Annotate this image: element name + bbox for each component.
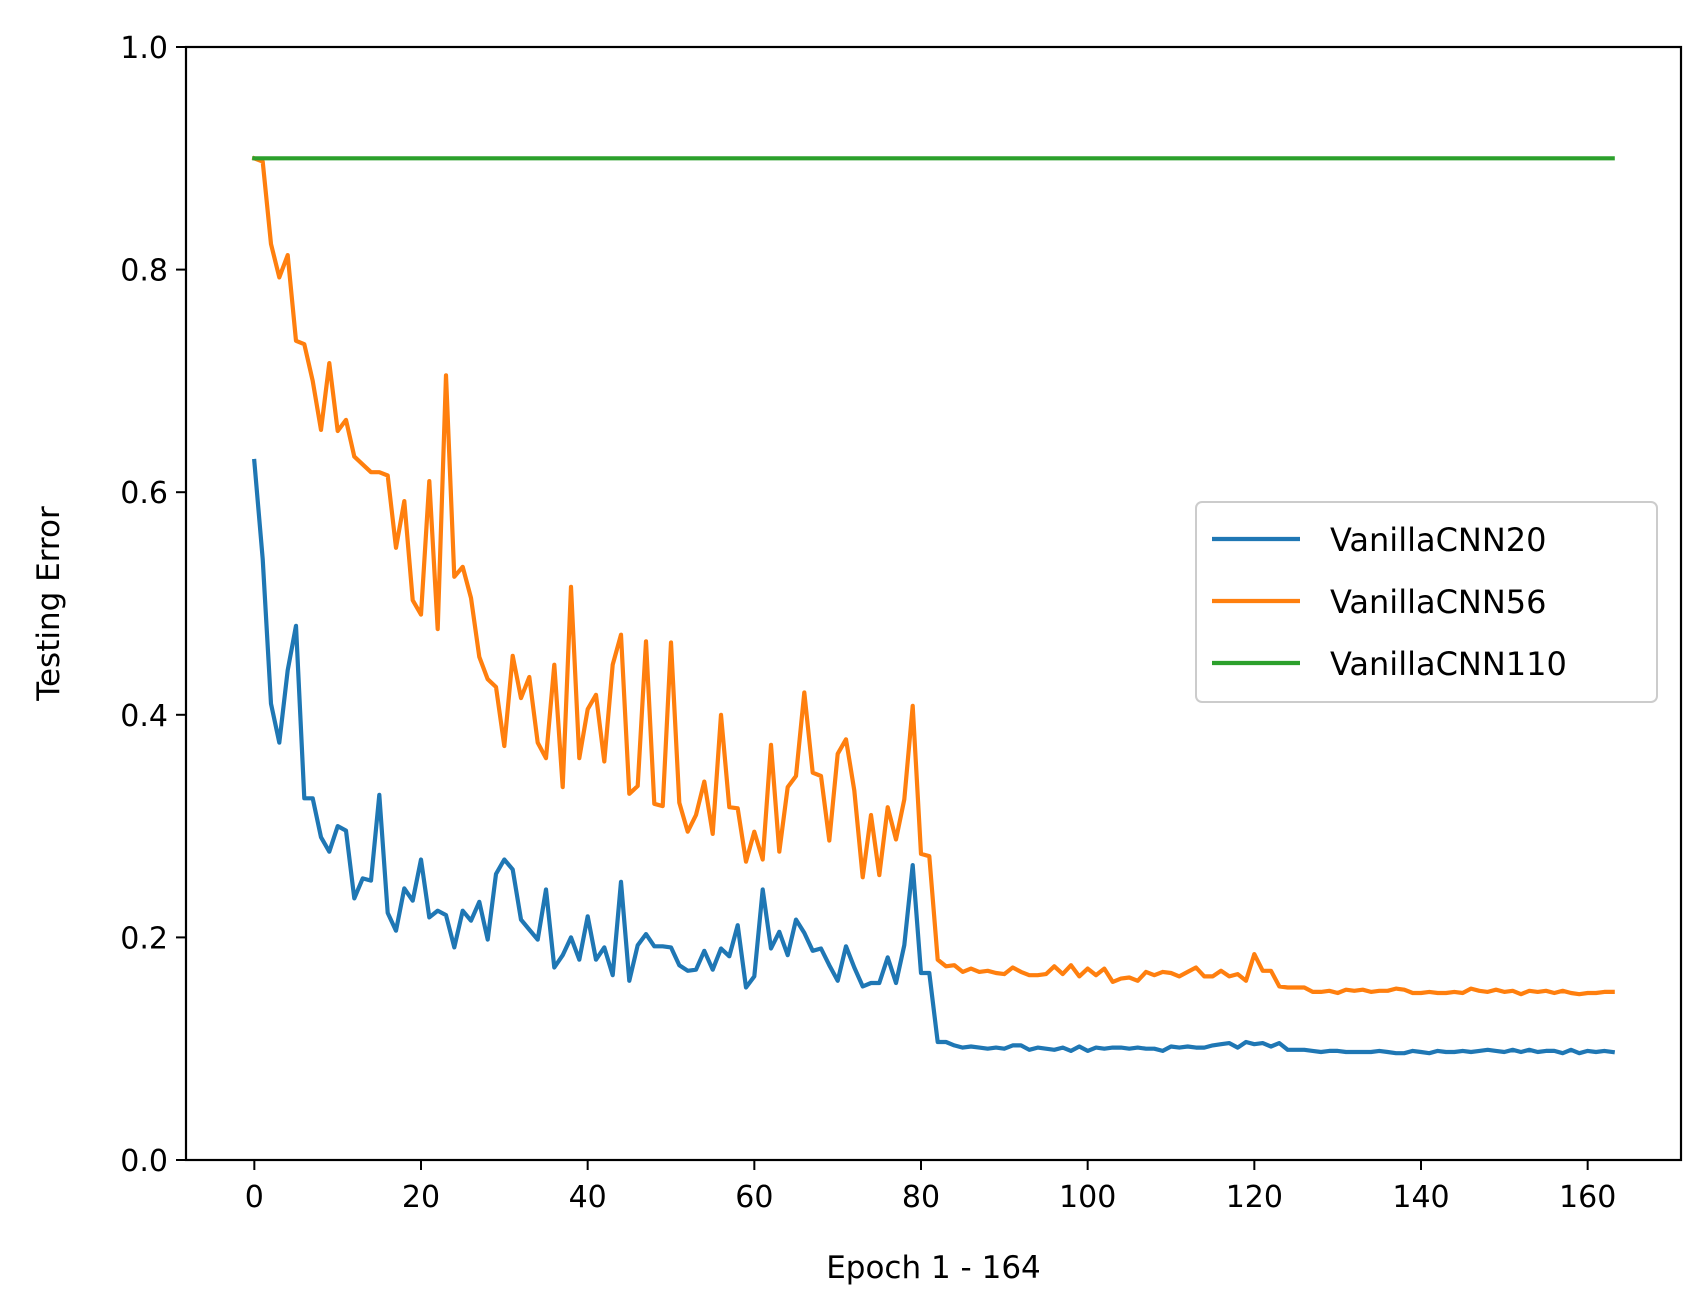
x-axis-title: Epoch 1 - 164 xyxy=(826,1250,1041,1286)
axes-frame xyxy=(184,45,1683,1162)
y-tick-label: 0.4 xyxy=(120,699,168,734)
x-tick-label: 60 xyxy=(735,1180,773,1215)
y-tick-label: 0.6 xyxy=(120,476,168,511)
y-tick-label: 1.0 xyxy=(120,31,168,66)
series-line-vanillacnn56 xyxy=(251,155,1615,997)
y-axis-ticks: 0.0 0.2 0.4 0.6 0.8 1.0 xyxy=(120,31,186,1179)
legend-label: VanillaCNN20 xyxy=(1330,521,1547,559)
y-tick-label: 0.8 xyxy=(120,254,168,289)
legend-label: VanillaCNN56 xyxy=(1330,583,1547,621)
legend-label: VanillaCNN110 xyxy=(1330,645,1567,683)
x-tick-label: 40 xyxy=(569,1180,607,1215)
y-tick-label: 0.0 xyxy=(120,1144,168,1179)
x-tick-label: 100 xyxy=(1059,1180,1116,1215)
x-tick-label: 0 xyxy=(245,1180,264,1215)
legend-box xyxy=(1195,501,1658,703)
x-tick-label: 140 xyxy=(1392,1180,1449,1215)
x-tick-label: 80 xyxy=(902,1180,940,1215)
x-axis-ticks: 0 20 40 60 80 100 120 140 160 xyxy=(245,1160,1616,1215)
x-tick-label: 20 xyxy=(402,1180,440,1215)
y-tick-label: 0.2 xyxy=(120,921,168,956)
x-tick-label: 160 xyxy=(1559,1180,1616,1215)
series-line-vanillacnn20 xyxy=(252,458,1616,1056)
series-layer xyxy=(251,155,1616,1056)
legend: VanillaCNN20 VanillaCNN56 VanillaCNN110 xyxy=(1195,501,1658,703)
x-tick-label: 120 xyxy=(1226,1180,1283,1215)
y-axis-title: Testing Error xyxy=(31,506,67,702)
